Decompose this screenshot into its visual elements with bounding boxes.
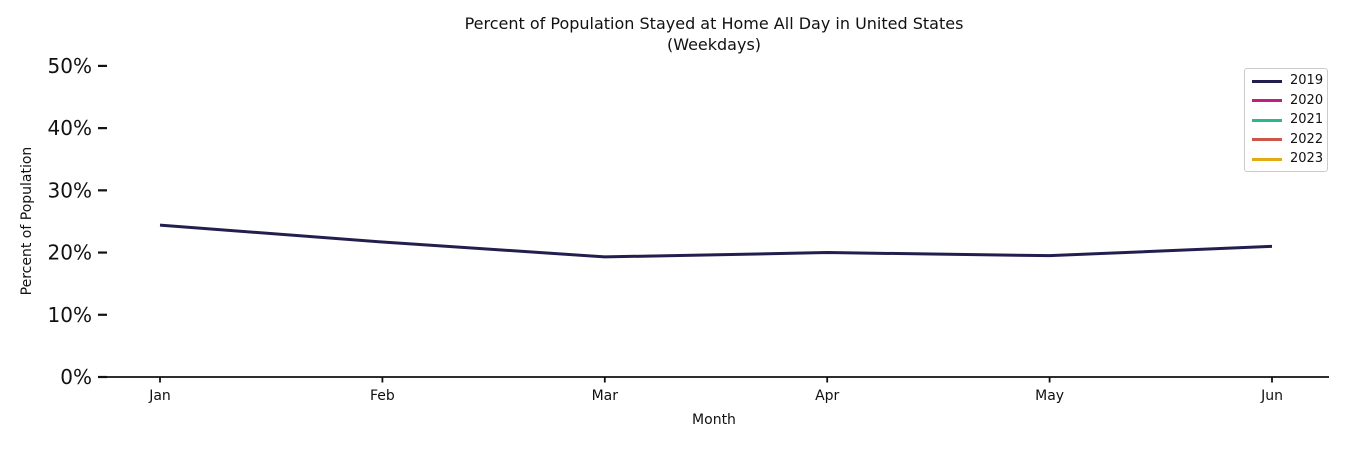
legend-swatch-2019: [1252, 79, 1282, 83]
chart-title-line1: Percent of Population Stayed at Home All…: [464, 14, 964, 33]
legend-swatch-2021: [1252, 118, 1282, 122]
x-tick-label: Mar: [592, 388, 619, 404]
y-tick-label: 40%: [48, 116, 92, 140]
legend: 2019 2020 2021 2022 2023: [1244, 68, 1328, 172]
legend-item-2019: 2019: [1252, 73, 1324, 88]
legend-label: 2021: [1290, 112, 1324, 127]
legend-item-2020: 2020: [1252, 92, 1324, 108]
x-tick-label: May: [1035, 388, 1064, 404]
y-tick-label: 20%: [48, 241, 92, 265]
x-axis-label: Month: [692, 412, 736, 428]
legend-swatch-2023: [1252, 157, 1282, 161]
chart-title: Percent of Population Stayed at Home All…: [465, 13, 964, 55]
legend-label: 2019: [1290, 73, 1324, 88]
series-line-2019: [159, 223, 1273, 259]
x-tick-label: Jun: [1260, 388, 1283, 404]
legend-item-2021: 2021: [1252, 112, 1324, 127]
x-tick-label: Apr: [815, 388, 839, 404]
y-tick-label: 0%: [60, 365, 92, 389]
legend-label: 2020: [1290, 92, 1324, 108]
y-tick-label: 30%: [48, 178, 92, 202]
legend-item-2022: 2022: [1252, 131, 1324, 147]
legend-swatch-2022: [1252, 138, 1282, 141]
legend-label: 2023: [1290, 151, 1324, 166]
y-tick-label: 10%: [48, 303, 92, 327]
legend-label: 2022: [1290, 131, 1324, 147]
legend-swatch-2020: [1252, 99, 1282, 102]
y-tick-label: 50%: [48, 54, 92, 78]
legend-item-2023: 2023: [1252, 151, 1324, 166]
x-tick-label: Feb: [370, 388, 395, 404]
chart-title-line2: (Weekdays): [666, 35, 762, 54]
x-tick-label: Jan: [148, 388, 171, 404]
